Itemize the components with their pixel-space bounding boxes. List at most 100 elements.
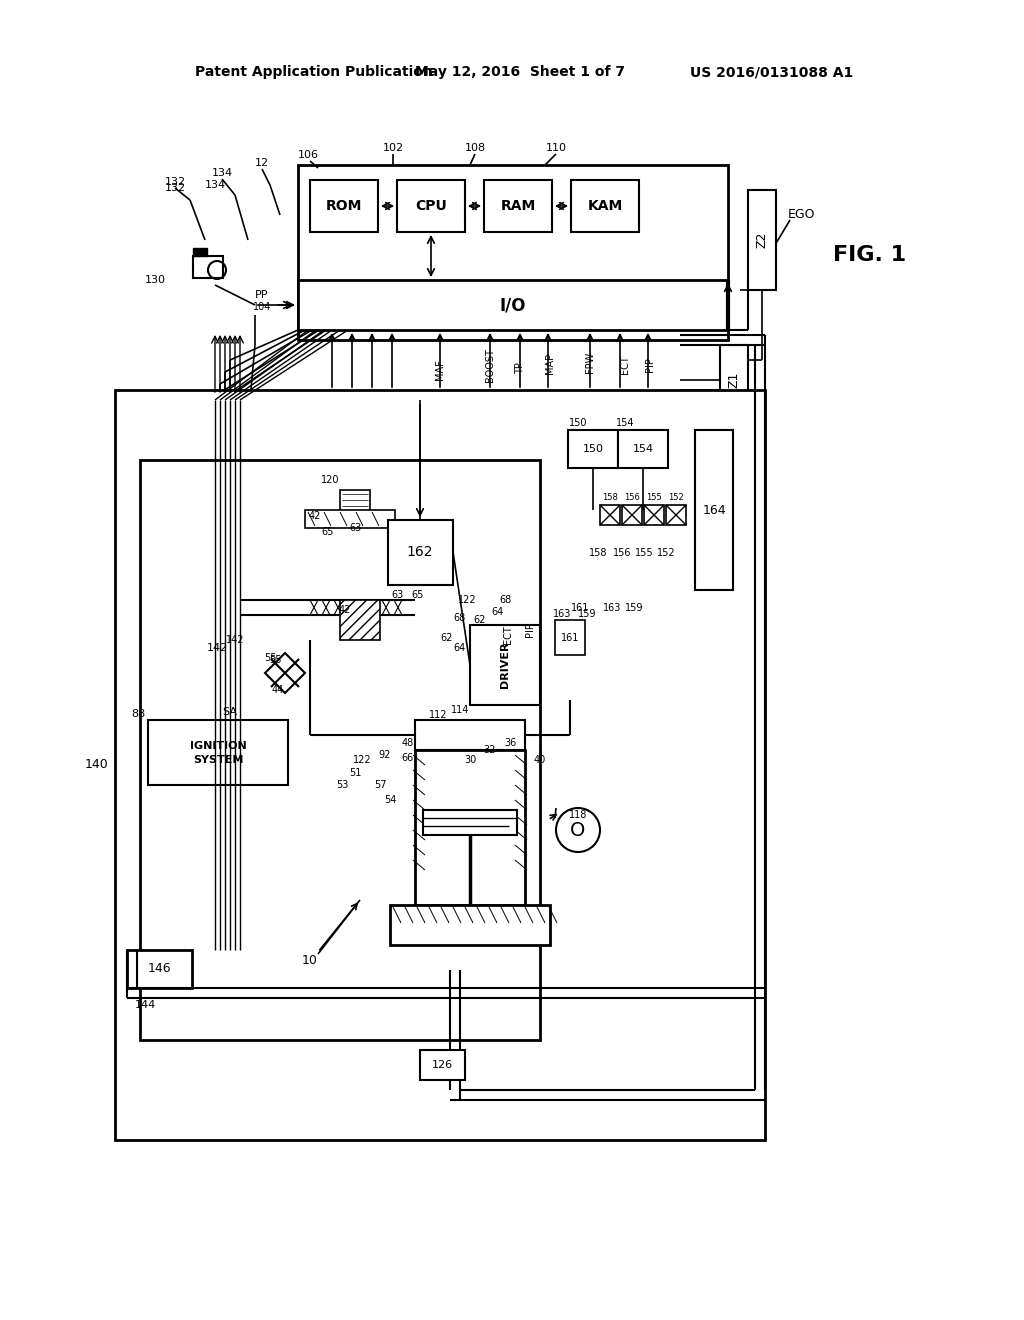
Bar bbox=[695, 430, 733, 590]
Text: 161: 161 bbox=[570, 603, 589, 612]
Text: Z2: Z2 bbox=[756, 232, 768, 248]
Text: 118: 118 bbox=[568, 810, 587, 820]
Bar bbox=[470, 624, 540, 705]
Text: 36: 36 bbox=[504, 738, 516, 748]
Bar bbox=[115, 389, 765, 1140]
Bar bbox=[388, 520, 453, 585]
Bar bbox=[720, 345, 748, 414]
Bar bbox=[298, 280, 728, 330]
Text: 142: 142 bbox=[225, 635, 245, 645]
Text: 12: 12 bbox=[255, 158, 269, 168]
Text: 108: 108 bbox=[465, 143, 485, 153]
Bar bbox=[397, 180, 465, 232]
Text: 57: 57 bbox=[374, 780, 386, 789]
Bar bbox=[571, 180, 639, 232]
Text: 110: 110 bbox=[546, 143, 566, 153]
Text: SYSTEM: SYSTEM bbox=[193, 755, 243, 766]
Bar bbox=[340, 490, 370, 525]
Text: 159: 159 bbox=[625, 603, 643, 612]
Text: O: O bbox=[570, 821, 586, 840]
Text: KAM: KAM bbox=[588, 199, 623, 213]
Text: CPU: CPU bbox=[415, 199, 446, 213]
Text: PIP: PIP bbox=[645, 358, 655, 372]
Bar bbox=[140, 459, 540, 1040]
Text: 106: 106 bbox=[298, 150, 318, 160]
Text: Z1: Z1 bbox=[727, 372, 740, 388]
Text: 55: 55 bbox=[264, 653, 276, 663]
Bar bbox=[600, 506, 620, 525]
Text: 158: 158 bbox=[602, 492, 617, 502]
Text: 142: 142 bbox=[207, 643, 227, 653]
Text: 150: 150 bbox=[583, 444, 603, 454]
Bar bbox=[555, 620, 585, 655]
Text: 68: 68 bbox=[499, 595, 511, 605]
Text: ECT: ECT bbox=[620, 355, 630, 375]
Text: 155: 155 bbox=[646, 492, 662, 502]
Bar bbox=[415, 719, 525, 750]
Text: 92: 92 bbox=[379, 750, 391, 760]
Bar bbox=[193, 256, 223, 279]
Text: 62: 62 bbox=[474, 615, 486, 624]
Text: 42: 42 bbox=[339, 605, 351, 615]
Text: 64: 64 bbox=[492, 607, 504, 616]
Text: DRIVER: DRIVER bbox=[500, 642, 510, 688]
Text: I/O: I/O bbox=[500, 296, 526, 314]
Text: 122: 122 bbox=[352, 755, 372, 766]
Text: 68: 68 bbox=[454, 612, 466, 623]
Text: 132: 132 bbox=[165, 183, 185, 193]
Text: 134: 134 bbox=[211, 168, 232, 178]
Text: 63: 63 bbox=[392, 590, 404, 601]
Text: 163: 163 bbox=[603, 603, 622, 612]
Bar bbox=[298, 165, 728, 341]
Text: 120: 120 bbox=[321, 475, 339, 484]
Text: 51: 51 bbox=[349, 768, 361, 777]
Text: ROM: ROM bbox=[326, 199, 362, 213]
Text: IGNITION: IGNITION bbox=[189, 741, 247, 751]
Bar bbox=[748, 190, 776, 290]
Text: 65: 65 bbox=[322, 527, 334, 537]
Text: FIG. 1: FIG. 1 bbox=[834, 246, 906, 265]
Bar bbox=[390, 906, 550, 945]
Text: 161: 161 bbox=[561, 634, 580, 643]
Bar bbox=[618, 430, 668, 469]
Text: PIP: PIP bbox=[525, 623, 535, 638]
Bar bbox=[420, 1049, 465, 1080]
Text: 122: 122 bbox=[458, 595, 476, 605]
Polygon shape bbox=[193, 248, 207, 256]
Text: 163: 163 bbox=[553, 609, 571, 619]
Text: 62: 62 bbox=[440, 634, 454, 643]
Text: 155: 155 bbox=[635, 548, 653, 558]
Text: MAP: MAP bbox=[545, 352, 555, 374]
Text: 154: 154 bbox=[633, 444, 653, 454]
Text: US 2016/0131088 A1: US 2016/0131088 A1 bbox=[690, 65, 853, 79]
Text: 42: 42 bbox=[309, 511, 322, 521]
Text: 164: 164 bbox=[702, 503, 726, 516]
Text: 159: 159 bbox=[578, 609, 596, 619]
Bar bbox=[310, 180, 378, 232]
Text: PP: PP bbox=[255, 290, 268, 300]
Text: 152: 152 bbox=[668, 492, 684, 502]
Text: 44: 44 bbox=[272, 685, 284, 696]
Bar bbox=[484, 180, 552, 232]
Text: FPW: FPW bbox=[585, 351, 595, 372]
Text: BOOST: BOOST bbox=[485, 348, 495, 381]
Text: 53: 53 bbox=[336, 780, 348, 789]
Bar bbox=[127, 950, 193, 987]
Text: 88: 88 bbox=[131, 709, 145, 719]
Text: 65: 65 bbox=[412, 590, 424, 601]
Text: 54: 54 bbox=[384, 795, 396, 805]
Text: 112: 112 bbox=[429, 710, 447, 719]
Text: 162: 162 bbox=[407, 545, 433, 558]
Text: 104: 104 bbox=[253, 302, 271, 312]
Text: 64: 64 bbox=[454, 643, 466, 653]
Text: 48: 48 bbox=[401, 738, 414, 748]
Text: TP: TP bbox=[515, 362, 525, 374]
Bar bbox=[666, 506, 686, 525]
Text: 114: 114 bbox=[451, 705, 469, 715]
Text: May 12, 2016  Sheet 1 of 7: May 12, 2016 Sheet 1 of 7 bbox=[415, 65, 625, 79]
Text: SA: SA bbox=[222, 708, 238, 717]
Text: 40: 40 bbox=[534, 755, 546, 766]
Text: 152: 152 bbox=[656, 548, 675, 558]
Text: 156: 156 bbox=[624, 492, 640, 502]
Text: 63: 63 bbox=[349, 523, 361, 533]
